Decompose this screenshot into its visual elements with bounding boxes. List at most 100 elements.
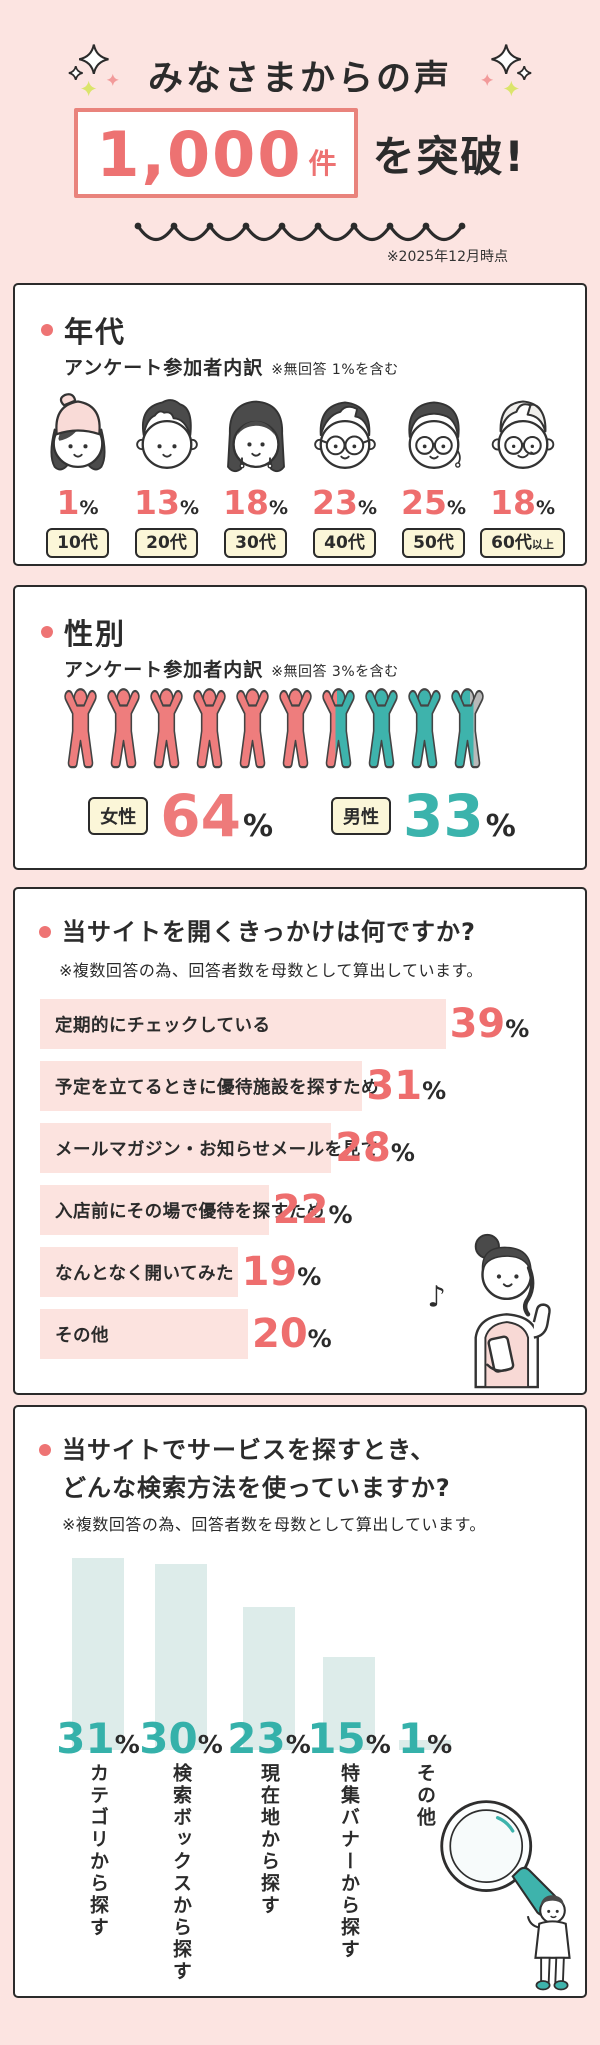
hero-title: みなさまからの声 (147, 58, 452, 99)
gender-section-subtitle: アンケート参加者内訳 (64, 659, 264, 681)
female-percent-sign: % (242, 809, 273, 844)
person-pictogram-icon (360, 687, 403, 775)
person-pictogram-icon (145, 687, 188, 775)
trigger-bar-percent: 31% (366, 1063, 447, 1109)
sparkle-right-icon (470, 42, 532, 108)
person-pictogram-icon (317, 687, 360, 775)
trigger-section-title: 当サイトを開くきっかけは何ですか? (62, 918, 476, 946)
search-bar (323, 1657, 375, 1750)
age-section-note: ※無回答 1%を含む (271, 362, 399, 378)
search-bar (155, 1564, 207, 1750)
person-pictogram-icon (188, 687, 231, 775)
male-stat: 男性 33% (331, 787, 516, 845)
trigger-bar-percent: 28% (335, 1125, 415, 1171)
bullet-dot-icon (41, 626, 53, 638)
trigger-bar: 予定を立てるときに優待施設を探すため (40, 1061, 379, 1111)
trigger-bar-label: その他 (55, 1325, 109, 1346)
trigger-bar-percent: 19% (241, 1249, 322, 1295)
age-percent: 18% (223, 483, 288, 522)
search-bar-labels: カテゴリから探す 検索ボックスから探す 現在地から探す 特集バナーから探す その他 (15, 1763, 589, 1993)
search-bar-percent: 15% (307, 1714, 391, 1763)
bullet-dot-icon (41, 324, 53, 336)
man-with-magnifier-illustration (437, 1793, 579, 1996)
trigger-bar-percent: 22% (272, 1187, 353, 1233)
scallop-divider (132, 218, 468, 254)
young-man-icon (125, 390, 209, 484)
search-bar-percent: 23% (227, 1714, 311, 1763)
age-percent: 25% (401, 483, 466, 522)
person-pictogram-icon (102, 687, 145, 775)
age-label-badge: 30代 (224, 528, 287, 559)
male-percent-value: 33 (403, 782, 484, 850)
trigger-bar-row: 入店前にその場で優待を探すため 22% (40, 1185, 580, 1235)
search-section-card: 当サイトでサービスを探すとき、 どんな検索方法を使っていますか? ※複数回答の為… (13, 1405, 587, 1998)
age-item: 18% 60代以上 (478, 390, 567, 559)
person-pictogram-icon (403, 687, 446, 775)
trigger-bar-percent: 39% (449, 1001, 530, 1047)
age-section-card: 年代 アンケート参加者内訳 ※無回答 1%を含む 1% 10代 13% 20代 18% 30… (13, 283, 587, 566)
trigger-bar: なんとなく開いてみた (40, 1247, 238, 1297)
age-label-badge: 40代 (313, 528, 376, 559)
search-bar (399, 1740, 451, 1750)
female-label-badge: 女性 (88, 797, 149, 835)
search-section-title-line2: どんな検索方法を使っていますか? (62, 1474, 451, 1502)
female-stat: 女性 64% (88, 787, 273, 845)
male-percent-sign: % (485, 809, 516, 844)
trigger-bar-chart: 定期的にチェックしている 39% 予定を立てるときに優待施設を探すため 31% メールマ… (40, 999, 580, 1359)
search-bar (243, 1607, 295, 1750)
trigger-bar-label: なんとなく開いてみた (55, 1263, 234, 1284)
search-bar-percent: 1% (397, 1714, 453, 1763)
woman-with-phone-illustration: ♪ (423, 1229, 573, 1393)
person-pictogram-icon (59, 687, 102, 775)
count-box: 1,000 件 (74, 108, 359, 198)
search-bar-label: 検索ボックスから探す (170, 1763, 192, 1983)
search-bar-chart: 31% 30% 23% 15% 1% (15, 1554, 589, 1760)
gender-section-title: 性別 (64, 617, 127, 651)
trigger-bar-row: メールマガジン・お知らせメールを見て 28% (40, 1123, 580, 1173)
age-item: 18% 30代 (211, 390, 300, 559)
gender-pictogram-chart (59, 687, 489, 775)
hero-date-note: ※2025年12月時点 (386, 249, 508, 265)
hero-header: みなさまからの声 (0, 42, 600, 108)
search-bar-label: 現在地から探す (258, 1763, 280, 1917)
search-bar-label: カテゴリから探す (87, 1763, 109, 1939)
age-percent: 13% (134, 483, 199, 522)
teen-girl-icon (36, 390, 120, 484)
age-pictogram-chart: 1% 10代 13% 20代 18% 30代 23% 40代 25% 50代 18% 60代以上 (15, 380, 585, 559)
trigger-bar: その他 (40, 1309, 248, 1359)
search-bar-percent: 30% (139, 1714, 223, 1763)
man-glasses-icon (303, 390, 387, 484)
age-section-subtitle: アンケート参加者内訳 (64, 357, 264, 379)
gender-stats: 女性 64% 男性 33% (15, 787, 589, 845)
count-unit: 件 (308, 147, 337, 180)
age-percent: 1% (56, 483, 99, 522)
trigger-bar-row: その他 20% (40, 1309, 580, 1359)
woman-glasses-icon (392, 390, 476, 484)
age-section-title: 年代 (64, 315, 127, 349)
trigger-bar-row: 予定を立てるときに優待施設を探すため 31% (40, 1061, 580, 1111)
gender-section-card: 性別 アンケート参加者内訳 ※無回答 3%を含む 女性 64% 男性 33% (13, 585, 587, 870)
age-label-badge: 10代 (46, 528, 109, 559)
search-bar-label: その他 (414, 1763, 436, 1829)
trigger-bar-label: 定期的にチェックしている (55, 1015, 271, 1036)
bullet-dot-icon (39, 1444, 51, 1456)
age-percent: 23% (312, 483, 377, 522)
person-pictogram-icon (274, 687, 317, 775)
age-label-badge: 60代以上 (480, 528, 565, 559)
bullet-dot-icon (39, 926, 51, 938)
female-percent-value: 64 (160, 782, 241, 850)
trigger-section-card: 当サイトを開くきっかけは何ですか? ※複数回答の為、回答者数を母数として算出して… (13, 887, 587, 1395)
person-pictogram-icon (446, 687, 489, 775)
svg-text:♪: ♪ (427, 1280, 446, 1314)
sparkle-left-icon (68, 42, 130, 108)
male-label-badge: 男性 (331, 797, 391, 835)
age-label-badge: 50代 (402, 528, 465, 559)
age-item: 23% 40代 (300, 390, 389, 559)
hero-count-row: 1,000 件 を突破! (0, 108, 600, 198)
trigger-section-note: ※複数回答の為、回答者数を母数として算出しています。 (59, 961, 483, 980)
search-bar (72, 1557, 124, 1750)
gender-section-note: ※無回答 3%を含む (271, 664, 399, 680)
trigger-bar-percent: 20% (252, 1311, 332, 1357)
search-section-title-line1: 当サイトでサービスを探すとき、 (62, 1436, 436, 1464)
